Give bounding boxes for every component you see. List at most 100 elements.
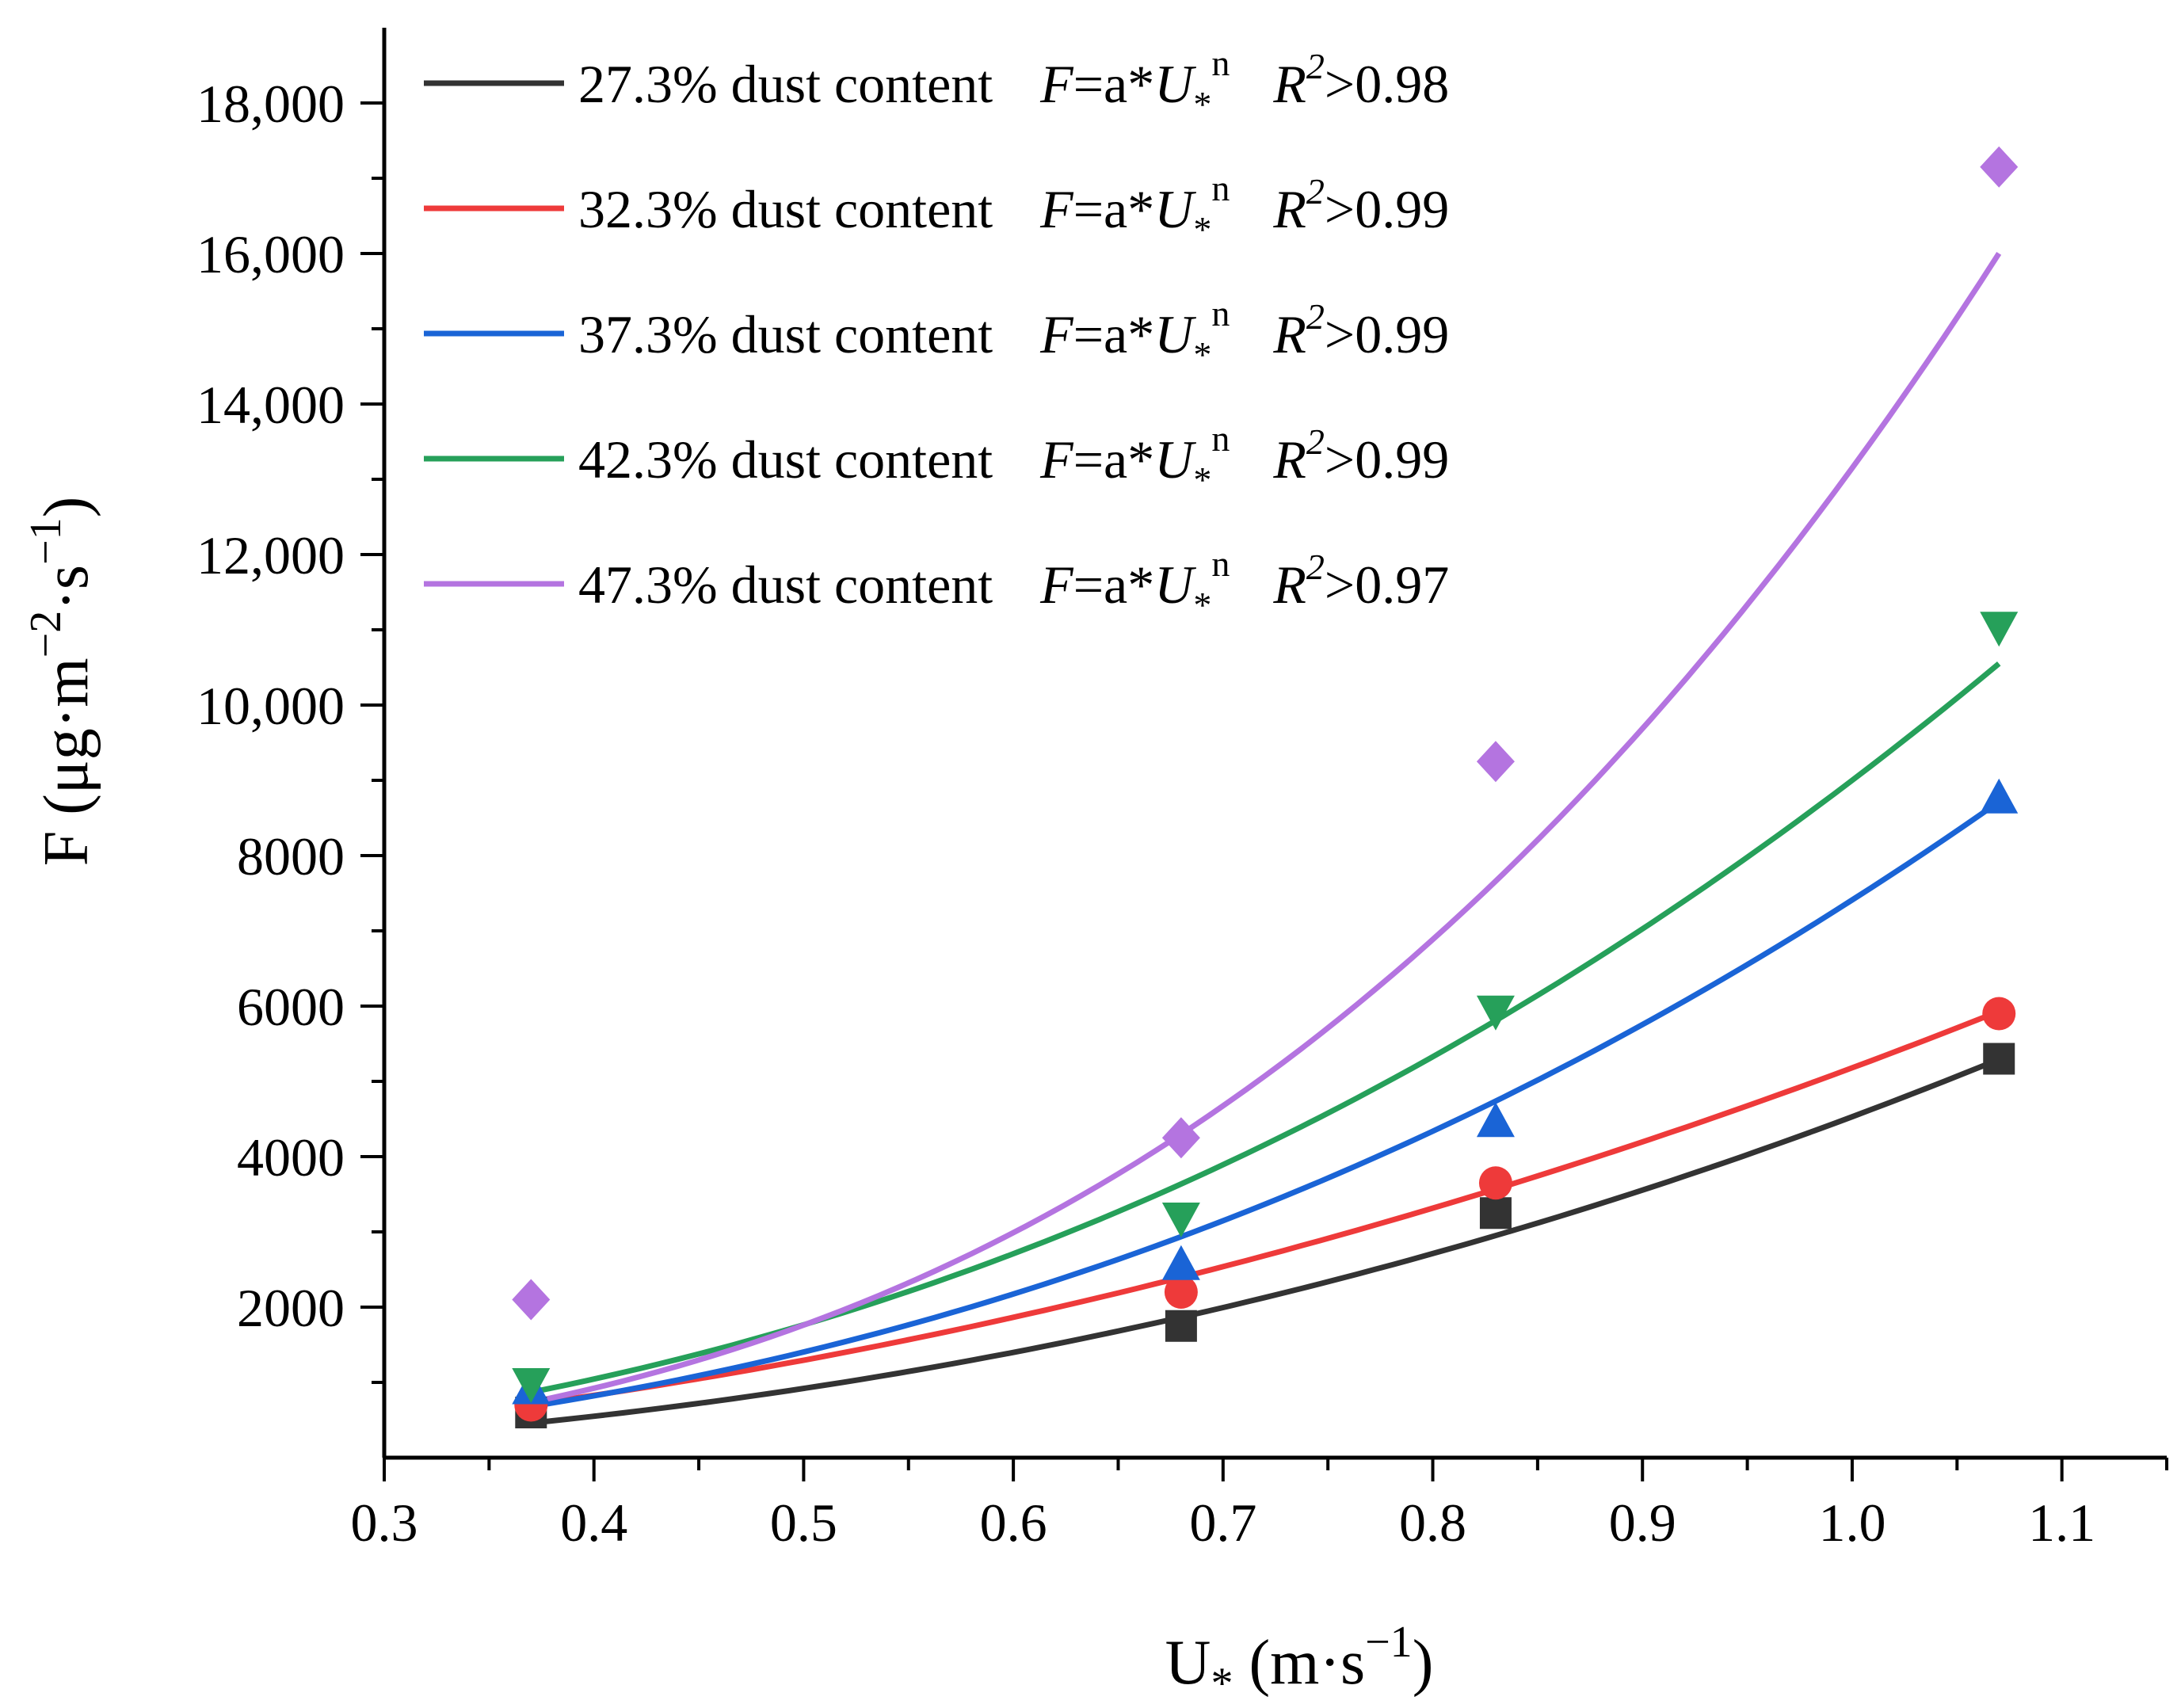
formula-U: U bbox=[1154, 304, 1196, 364]
formula-U: U bbox=[1154, 429, 1196, 490]
x-title-unit: (m·s bbox=[1233, 1628, 1365, 1698]
data-point-series-2 bbox=[1982, 997, 2016, 1031]
x-tick-label: 1.1 bbox=[2028, 1493, 2095, 1553]
data-point-series-1 bbox=[1983, 1043, 2015, 1075]
legend-entry-series-2: 32.3% dust content F=a*U*n R2>0.99 bbox=[578, 168, 1449, 250]
r2-value: >0.98 bbox=[1325, 54, 1449, 114]
y-tick-label: 2000 bbox=[237, 1278, 345, 1338]
r2-value: >0.99 bbox=[1325, 304, 1449, 364]
r2-exponent: 2 bbox=[1306, 296, 1325, 337]
axis-titles: U* (m·s−1)F (μg·m−2·s−1) bbox=[21, 497, 1433, 1708]
fit-curve-series-3 bbox=[530, 799, 2001, 1409]
fit-curve-series-5 bbox=[530, 252, 2002, 1405]
data-point-series-2 bbox=[1164, 1275, 1198, 1309]
legend-entry-series-5: 47.3% dust content F=a*U*n R2>0.97 bbox=[578, 543, 1449, 625]
formula-sup: n bbox=[1211, 43, 1230, 83]
data-point-series-3 bbox=[1161, 1245, 1200, 1280]
x-tick-label: 0.5 bbox=[770, 1493, 837, 1553]
fit-curve-series-1 bbox=[530, 1056, 2000, 1426]
data-point-series-4 bbox=[1980, 612, 2019, 647]
x-tick-label: 0.7 bbox=[1189, 1493, 1256, 1553]
legend-label: 47.3% dust content bbox=[578, 555, 993, 615]
r2-exponent: 2 bbox=[1306, 547, 1325, 587]
formula-eq: =a* bbox=[1073, 179, 1155, 239]
data-point-series-1 bbox=[1479, 1197, 1512, 1230]
y-axis-title: F (μg·m−2·s−1) bbox=[21, 497, 101, 867]
formula-sub: * bbox=[1193, 209, 1211, 250]
r2-symbol: R bbox=[1272, 304, 1306, 364]
x-tick-label: 0.9 bbox=[1609, 1493, 1676, 1553]
r2-value: >0.99 bbox=[1325, 179, 1449, 239]
y-tick-label: 4000 bbox=[237, 1127, 345, 1188]
data-point-series-4 bbox=[512, 1368, 551, 1403]
legend-entry-series-4: 42.3% dust content F=a*U*n R2>0.99 bbox=[578, 418, 1449, 500]
formula-eq: =a* bbox=[1073, 555, 1155, 615]
legend-label: 32.3% dust content bbox=[578, 179, 993, 239]
data-point-series-4 bbox=[1476, 995, 1515, 1031]
y-title-prefix: F (μg·m bbox=[32, 658, 101, 866]
data-point-series-2 bbox=[1478, 1166, 1512, 1200]
x-tick-label: 0.3 bbox=[351, 1493, 418, 1553]
fit-curve-series-4 bbox=[530, 661, 2001, 1395]
r2-exponent: 2 bbox=[1306, 171, 1325, 212]
y-tick-label: 14,000 bbox=[196, 375, 345, 435]
data-point-series-5 bbox=[1476, 741, 1515, 783]
data-point-series-5 bbox=[1161, 1117, 1200, 1159]
formula-sup: n bbox=[1211, 418, 1230, 459]
formula-U: U bbox=[1154, 179, 1196, 239]
formula-F: F bbox=[1039, 429, 1074, 490]
y-title-mid: ·s bbox=[32, 565, 101, 611]
formula-eq: =a* bbox=[1073, 429, 1155, 490]
data-point-series-3 bbox=[1980, 778, 2019, 814]
data-points bbox=[512, 146, 2019, 1428]
formula-sup: n bbox=[1211, 168, 1230, 208]
x-title-symbol: U bbox=[1165, 1628, 1211, 1698]
r2-value: >0.97 bbox=[1325, 555, 1449, 615]
r2-symbol: R bbox=[1272, 555, 1306, 615]
y-title-exponent-2: −1 bbox=[21, 517, 71, 565]
data-point-series-5 bbox=[1980, 146, 2019, 188]
r2-value: >0.99 bbox=[1325, 429, 1449, 490]
x-title-close: ) bbox=[1413, 1628, 1434, 1698]
data-point-series-5 bbox=[512, 1279, 551, 1321]
y-tick-label: 12,000 bbox=[196, 525, 345, 585]
legend-entry-series-1: 27.3% dust content F=a*U*n R2>0.98 bbox=[578, 43, 1449, 124]
fit-curves bbox=[530, 252, 2002, 1426]
y-tick-label: 8000 bbox=[237, 826, 345, 886]
x-axis-title: U* (m·s−1) bbox=[1165, 1618, 1434, 1708]
y-tick-label: 10,000 bbox=[196, 676, 345, 736]
formula-sub: * bbox=[1193, 459, 1211, 500]
x-title-subscript: * bbox=[1211, 1659, 1233, 1708]
r2-symbol: R bbox=[1272, 179, 1306, 239]
formula-eq: =a* bbox=[1073, 304, 1155, 364]
formula-sup: n bbox=[1211, 293, 1230, 334]
r2-symbol: R bbox=[1272, 429, 1306, 490]
legend-entry-series-3: 37.3% dust content F=a*U*n R2>0.99 bbox=[578, 293, 1449, 375]
x-tick-label: 0.8 bbox=[1399, 1493, 1466, 1553]
formula-sub: * bbox=[1193, 334, 1211, 375]
formula-F: F bbox=[1039, 304, 1074, 364]
data-point-series-1 bbox=[1165, 1310, 1197, 1342]
formula-sup: n bbox=[1211, 543, 1230, 584]
y-tick-label: 18,000 bbox=[196, 74, 345, 134]
formula-F: F bbox=[1039, 555, 1074, 615]
r2-exponent: 2 bbox=[1306, 421, 1325, 462]
formula-U: U bbox=[1154, 54, 1196, 114]
x-tick-label: 1.0 bbox=[1818, 1493, 1885, 1553]
fit-curve-series-2 bbox=[530, 1008, 2000, 1408]
legend-label: 37.3% dust content bbox=[578, 304, 993, 364]
formula-eq: =a* bbox=[1073, 54, 1155, 114]
y-tick-label: 16,000 bbox=[196, 224, 345, 284]
legend-label: 42.3% dust content bbox=[578, 429, 993, 490]
y-title-close: ) bbox=[32, 497, 101, 518]
x-title-exponent: −1 bbox=[1365, 1618, 1413, 1667]
formula-U: U bbox=[1154, 555, 1196, 615]
data-point-series-3 bbox=[1476, 1102, 1515, 1138]
x-tick-label: 0.6 bbox=[980, 1493, 1047, 1553]
formula-F: F bbox=[1039, 54, 1074, 114]
axes: 0.3 0.4 0.5 0.6 0.7 0.8 0.9 1.0 1.1 2000 4000 6000 8… bbox=[196, 28, 2168, 1553]
r2-symbol: R bbox=[1272, 54, 1306, 114]
